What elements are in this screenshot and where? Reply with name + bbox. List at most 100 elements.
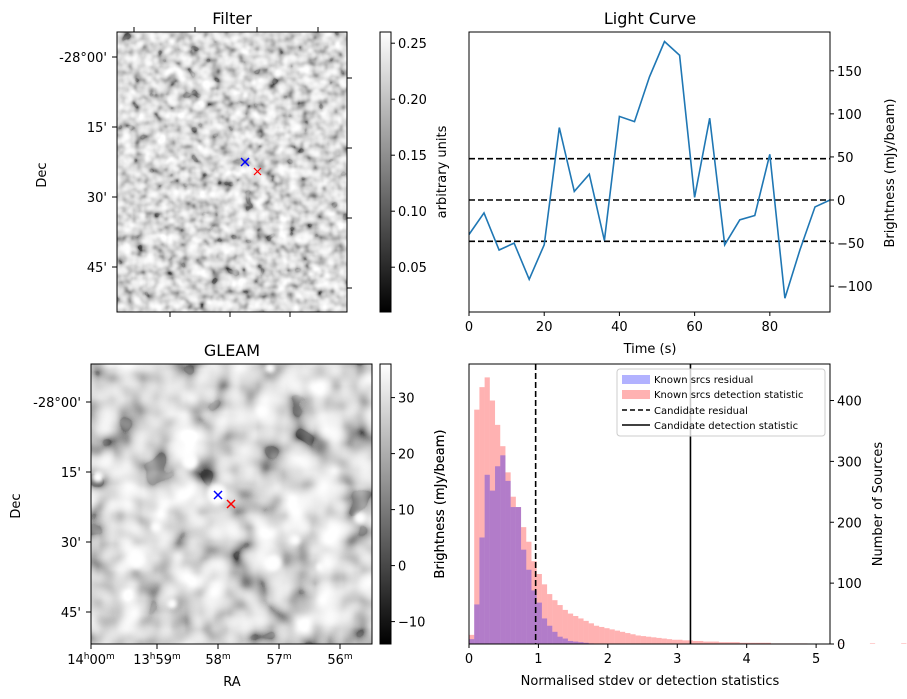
- gleam-marker-known: [213, 490, 223, 500]
- gleam-colorbar-label-2: 10: [398, 504, 415, 519]
- hist-bar-s1-7: [505, 472, 511, 644]
- gleam-ytick-2: 30': [61, 536, 81, 551]
- histogram-left-ylabel: Brightness (mJy/beam): [433, 430, 448, 579]
- hist-bar-s0-19: [567, 640, 574, 644]
- hist-bar-s0-0: [469, 639, 475, 644]
- hist-bar-s1-26: [604, 628, 610, 644]
- hist-ytick-2: 200: [837, 516, 862, 531]
- hist-bar-s0-10: [521, 549, 527, 644]
- lightcurve-frame: [468, 31, 831, 313]
- hist-ytick-3: 300: [837, 455, 862, 470]
- gleam-colorbar: [379, 363, 392, 645]
- hist-bar-s1-21: [578, 618, 584, 644]
- hist-bar-s0-1: [474, 604, 480, 644]
- hist-bar-s1-45: [703, 641, 709, 644]
- hist-bar-s1-24: [593, 625, 600, 644]
- hist-xtick-0: 0: [465, 652, 473, 667]
- lightcurve-ytick-3: 50: [837, 151, 854, 166]
- hist-bar-s1-20: [573, 616, 579, 644]
- gleam-title: GLEAM: [204, 341, 260, 360]
- hist-bar-s1-14: [541, 584, 548, 644]
- hist-bar-s0-5: [495, 466, 501, 644]
- hist-bar-s1-18: [562, 609, 568, 644]
- gleam-colorbar-label: Brightness (mJy/beam): [433, 430, 448, 579]
- lightcurve-ylabel: Brightness (mJy/beam): [883, 99, 898, 248]
- hist-bar-s1-35: [651, 637, 657, 644]
- hist-bar-s1-28: [614, 630, 620, 644]
- histogram-ylabel: Number of Sources: [871, 442, 886, 567]
- lightcurve-ytick-0: −100: [837, 280, 873, 295]
- hist-bar-s0-2: [479, 537, 485, 644]
- lightcurve-ytick-4: 100: [837, 108, 862, 123]
- hist-ytick-4: 400: [837, 395, 862, 410]
- hist-bar-s1-13: [536, 574, 542, 644]
- hist-bar-s1-25: [599, 626, 605, 644]
- filter-title: Filter: [212, 9, 252, 28]
- hist-bar-s1-52: [739, 642, 745, 644]
- hist-ytick-1: 100: [837, 577, 862, 592]
- hist-bar-s1-1: [474, 409, 480, 644]
- hist-xtick-1: 1: [534, 652, 542, 667]
- hist-bar-s1-4: [489, 400, 496, 644]
- hist-bar-s1-38: [666, 639, 673, 644]
- hist-bar-s1-40: [677, 639, 683, 644]
- hist-bar-s1-9: [515, 507, 522, 644]
- lightcurve-xlabel: Time (s): [623, 342, 677, 357]
- hist-bar-s1-27: [609, 629, 615, 644]
- hist-bar-s1-31: [630, 634, 636, 644]
- hist-bar-s0-20: [573, 641, 579, 644]
- filter-colorbar-label-3: 0.20: [398, 93, 427, 108]
- hist-bar-s1-32: [635, 635, 641, 644]
- hist-bar-s1-30: [625, 633, 631, 644]
- legend-label-detection: Known srcs detection statistic: [654, 390, 803, 401]
- lightcurve-xtick-2: 40: [611, 320, 628, 335]
- filter-panel: Filter -28°00' 15' 30' 45' Dec 0.05 0.10 0…: [35, 9, 450, 317]
- hist-bar-s0-8: [510, 507, 516, 644]
- hist-bar-s1-77: [869, 643, 876, 644]
- gleam-ytick-3: 45': [61, 606, 81, 621]
- lightcurve-series: [468, 40, 831, 299]
- legend-label-residual: Known srcs residual: [654, 375, 753, 386]
- hist-bar-s1-2: [479, 387, 485, 644]
- hist-bar-s1-51: [734, 642, 740, 644]
- hist-bar-s1-43: [692, 640, 699, 644]
- lightcurve-xtick-0: 0: [465, 320, 473, 335]
- hist-bar-s1-56: [760, 642, 766, 644]
- filter-frame: [116, 31, 348, 313]
- hist-bar-s1-29: [619, 631, 626, 644]
- filter-marker-known: [240, 157, 250, 167]
- gleam-xtick-2: 58m: [205, 652, 230, 668]
- gleam-colorbar-label-4: 30: [398, 392, 415, 407]
- hist-bar-s0-12: [531, 590, 537, 644]
- legend-box: [616, 368, 826, 437]
- lightcurve-ytick-2: 0: [837, 194, 845, 209]
- hist-bar-s1-8: [510, 496, 516, 644]
- hist-bar-s1-10: [521, 527, 527, 644]
- gleam-frame: [90, 363, 373, 645]
- hist-bar-s1-83: [901, 643, 907, 644]
- filter-colorbar: [379, 31, 392, 313]
- hist-bar-s1-47: [713, 641, 719, 644]
- gleam-xtick-3: 57m: [266, 652, 291, 668]
- hist-bar-s0-17: [557, 636, 563, 644]
- histogram-frame: [468, 363, 831, 645]
- hist-bar-s0-9: [515, 507, 522, 644]
- hist-bar-s1-3: [484, 377, 490, 644]
- gleam-colorbar-label-1: 0: [398, 560, 406, 575]
- legend-label-candidate-residual: Candidate residual: [654, 406, 748, 417]
- hist-bar-s0-7: [505, 480, 511, 644]
- hist-bar-s0-3: [484, 474, 490, 644]
- legend-label-candidate-detection: Candidate detection statistic: [654, 421, 798, 432]
- hist-bar-s0-15: [547, 625, 553, 644]
- hist-bar-s0-16: [552, 631, 558, 644]
- lightcurve-xtick-3: 60: [686, 320, 703, 335]
- gleam-xlabel: RA: [223, 675, 241, 690]
- filter-ylabel: Dec: [35, 162, 50, 187]
- filter-image: [117, 32, 347, 312]
- filter-colorbar-label-4: 0.25: [398, 37, 427, 52]
- lightcurve-ytick-5: 150: [837, 65, 862, 80]
- hist-bar-s1-49: [724, 642, 730, 644]
- hist-xtick-2: 2: [604, 652, 612, 667]
- histogram-xlabel: Normalised stdev or detection statistics: [521, 674, 780, 689]
